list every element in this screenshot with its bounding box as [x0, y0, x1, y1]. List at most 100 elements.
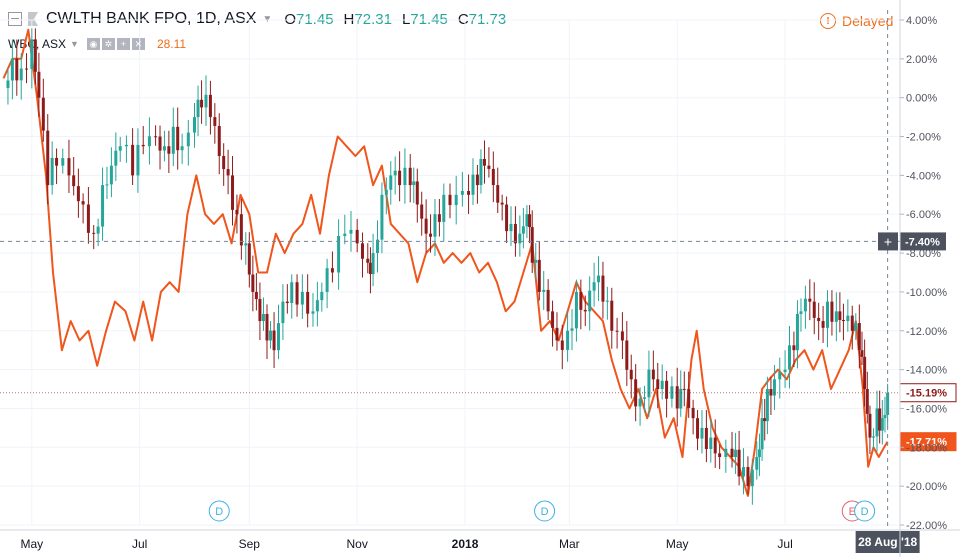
chevron-down-icon[interactable]: ▼ [262, 13, 273, 25]
dividend-marker [854, 500, 876, 522]
cba-candle [537, 241, 541, 301]
cba-candle [579, 279, 583, 330]
gear-icon[interactable]: ✲ [101, 38, 115, 50]
cba-candle [306, 274, 310, 328]
crosshair-plus-box [878, 232, 898, 251]
cba-candle [792, 331, 796, 368]
cba-candle [325, 258, 329, 309]
cba-candle [625, 321, 629, 386]
warning-icon: ! [820, 13, 836, 29]
candle-body [665, 380, 669, 399]
candle-body [167, 146, 171, 154]
cba-candle [337, 219, 341, 290]
cba-candle [803, 285, 807, 329]
ohlc-high: H72.31 [343, 10, 392, 28]
candle-body [235, 209, 239, 215]
symbol-title[interactable]: CWLTH BANK FPO, 1D, ASX [46, 10, 257, 27]
cba-candle [415, 168, 419, 223]
candle-body [660, 380, 664, 390]
candle-body [620, 331, 624, 341]
candle-body [176, 126, 180, 151]
cba-candle [315, 281, 319, 327]
candle-body [634, 379, 638, 407]
candle-body [360, 243, 364, 259]
cba-candle [61, 148, 65, 174]
candle-body [846, 315, 850, 322]
candle-body [76, 186, 80, 202]
dividend-marker [208, 500, 230, 522]
candle-body [772, 379, 776, 396]
candle-body [566, 330, 570, 350]
cba-candle [389, 161, 393, 205]
cba-candle [665, 371, 669, 418]
compare-symbol[interactable]: WBC, ASX [8, 37, 67, 51]
cba-candle [821, 305, 825, 343]
cba-candle [239, 198, 243, 260]
event-marker-label: E [849, 506, 856, 518]
candle-body [597, 275, 601, 283]
cba-candle [355, 219, 359, 253]
cba-candle [865, 371, 869, 424]
candle-body [398, 170, 402, 186]
candle-body [479, 158, 483, 186]
cba-candle [55, 148, 59, 185]
candle-body [638, 398, 642, 407]
candle-body [315, 300, 319, 312]
cba-candle [491, 151, 495, 203]
candle-body [757, 449, 761, 458]
cba-candle [281, 284, 285, 340]
cba-candle [525, 205, 529, 239]
candle-body [55, 157, 59, 166]
candle-body [105, 184, 109, 186]
x-tick-label: Jul [777, 537, 792, 551]
candle-body [6, 80, 10, 88]
cba-candle [371, 233, 375, 287]
candle-body [415, 181, 419, 205]
cba-candle [496, 167, 500, 214]
candle-body [320, 291, 324, 301]
dividend-marker [534, 500, 556, 522]
chevron-down-icon[interactable]: ▼ [70, 39, 79, 49]
candle-body [812, 301, 816, 318]
flag-icon [28, 12, 38, 26]
candle-body [30, 39, 34, 70]
candle-body [204, 94, 208, 108]
candle-body [734, 449, 738, 458]
candle-body [871, 436, 875, 438]
candle-body [37, 71, 41, 98]
collapse-icon[interactable] [8, 12, 22, 26]
cba-candle [857, 304, 861, 369]
cba-candle [799, 298, 803, 332]
plus-icon[interactable]: + [116, 38, 130, 50]
x-tick-label: May [20, 537, 43, 551]
candle-body [384, 189, 388, 195]
cba-candle [787, 325, 791, 389]
close-icon[interactable]: ✕ [131, 38, 145, 50]
cba-candle [204, 75, 208, 126]
candle-body [629, 369, 633, 380]
cba-candle [50, 141, 54, 195]
cba-candle [783, 350, 787, 388]
cba-candle [878, 390, 882, 444]
eye-icon[interactable]: ◉ [86, 38, 100, 50]
candle-body [424, 218, 428, 234]
cba-candle [437, 199, 441, 237]
candle-body [691, 407, 695, 419]
cba-candle [186, 120, 190, 166]
cba-candle [109, 147, 113, 198]
cba-candle [136, 128, 140, 193]
candle-body [247, 243, 251, 275]
delayed-status[interactable]: ! Delayed [820, 13, 893, 29]
crosshair-date-label [855, 531, 920, 553]
candle-body [783, 369, 787, 373]
x-tick-label: May [666, 537, 689, 551]
cba-candle [393, 156, 397, 195]
candle-body [704, 427, 708, 450]
cba-candle [479, 149, 483, 194]
cba-candle [448, 183, 452, 219]
cba-candle [33, 28, 37, 85]
cba-candle [167, 130, 171, 174]
plus-icon: + [884, 233, 892, 249]
candle-body [380, 194, 384, 240]
